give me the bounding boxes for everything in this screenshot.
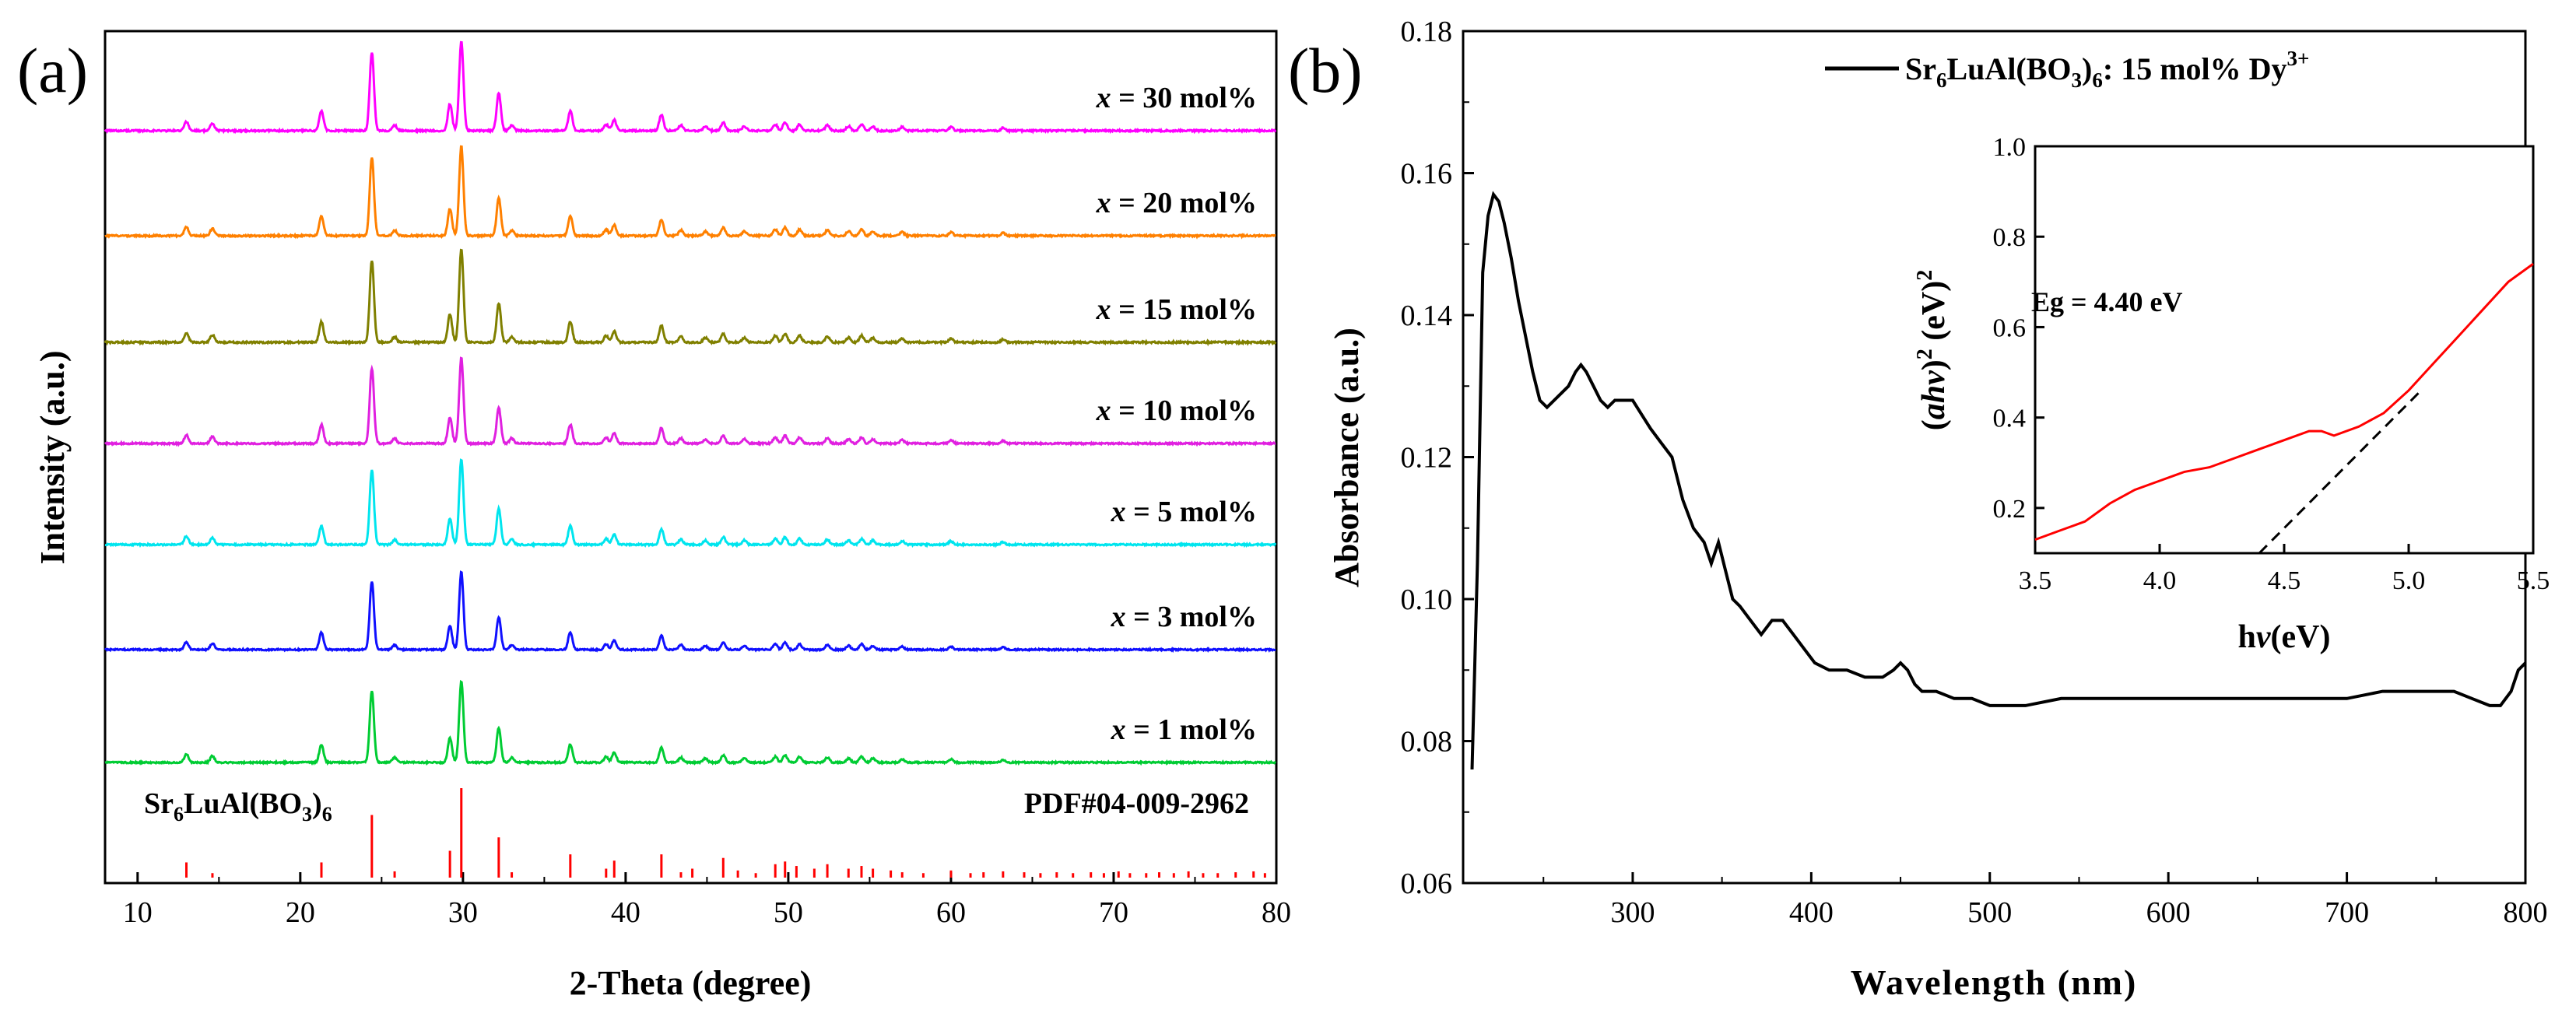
xrd-x-tick-label: 30 <box>448 896 478 929</box>
absorbance-chart: 300 400 500 600 700 800 0.06 0.08 0.10 0.12 0.14 0.… <box>1328 16 2550 1002</box>
inset-x-tick-label: 4.0 <box>2143 566 2177 595</box>
xrd-plot-frame <box>104 30 1278 885</box>
inset-tauc-plot: 3.5 4.0 4.5 5.0 5.5 0.2 0.4 0.6 0.8 1.0 Eg = 4.40… <box>1913 133 2550 655</box>
absorbance-y-tick-label: 0.12 <box>1401 442 1453 475</box>
inset-x-axis-title: hv(eV) <box>2238 619 2331 655</box>
xrd-x-tick-label: 50 <box>774 896 803 929</box>
absorbance-y-tick-label: 0.08 <box>1401 726 1453 759</box>
absorbance-x-tick-label: 700 <box>2325 896 2369 929</box>
inset-x-tick-label: 5.5 <box>2517 566 2550 595</box>
absorbance-x-tick-label: 500 <box>1967 896 2012 929</box>
panel-b-label: (b) <box>1288 35 1363 106</box>
xrd-series-label: x = 15 mol% <box>1096 293 1257 326</box>
inset-y-tick-label: 0.4 <box>1993 405 2027 433</box>
absorbance-ticks: 300 400 500 600 700 800 0.06 0.08 0.10 0.12 0.14 0.… <box>1401 16 2548 929</box>
xrd-series-labels: x = 30 mol% x = 20 mol% x = 15 mol% x = 10 … <box>1096 82 1257 746</box>
absorbance-x-axis-title: Wavelength (nm) <box>1851 962 2138 1002</box>
xrd-series-label: x = 10 mol% <box>1096 394 1257 427</box>
inset-x-tick-label: 4.5 <box>2268 566 2301 595</box>
inset-y-tick-label: 1.0 <box>1993 133 2027 162</box>
legend-label: Sr6LuAl(BO3)6: 15 mol% Dy3+ <box>1905 47 2309 92</box>
xrd-series-label: x = 3 mol% <box>1111 601 1257 633</box>
xrd-x-tick-label: 20 <box>286 896 315 929</box>
xrd-series-line <box>104 570 1276 654</box>
inset-curve <box>2034 262 2534 542</box>
xrd-x-tick-label: 10 <box>123 896 153 929</box>
xrd-x-axis-title: 2-Theta (degree) <box>570 964 812 1002</box>
xrd-series-label: x = 30 mol% <box>1096 82 1257 114</box>
xrd-series-line <box>104 356 1276 447</box>
xrd-series-line <box>104 248 1277 347</box>
inset-y-axis-title: (ahv)2 (eV)2 <box>1913 270 1952 430</box>
xrd-x-tick-label: 60 <box>936 896 966 929</box>
xrd-series-label: x = 20 mol% <box>1096 187 1257 219</box>
absorbance-series-line <box>1470 191 2527 770</box>
inset-fit-line <box>2258 389 2423 555</box>
xrd-y-axis-title: Intensity (a.u.) <box>33 350 72 564</box>
xrd-traces <box>104 40 1277 766</box>
inset-x-tick-label: 5.0 <box>2392 566 2426 595</box>
absorbance-x-tick-label: 800 <box>2504 896 2548 929</box>
absorbance-x-tick-label: 600 <box>2146 896 2191 929</box>
absorbance-y-tick-label: 0.18 <box>1401 16 1453 48</box>
xrd-x-tick-label: 40 <box>611 896 640 929</box>
xrd-series-line <box>104 40 1277 135</box>
absorbance-y-tick-label: 0.16 <box>1401 158 1453 191</box>
xrd-series-line <box>104 679 1277 766</box>
inset-ticks: 3.5 4.0 4.5 5.0 5.5 0.2 0.4 0.6 0.8 1.0 <box>1993 133 2550 595</box>
reference-pdf-label: PDF#04-009-2962 <box>1024 787 1249 820</box>
absorbance-y-tick-label: 0.14 <box>1401 300 1453 332</box>
inset-y-tick-label: 0.2 <box>1993 495 2027 524</box>
inset-y-tick-label: 0.8 <box>1993 223 2027 252</box>
xrd-series-label: x = 1 mol% <box>1111 713 1257 746</box>
xrd-x-tick-label: 80 <box>1262 896 1291 929</box>
inset-y-tick-label: 0.6 <box>1993 314 2027 342</box>
absorbance-y-tick-label: 0.10 <box>1401 584 1453 616</box>
xrd-series-label: x = 5 mol% <box>1111 496 1257 528</box>
absorbance-x-tick-label: 300 <box>1610 896 1655 929</box>
absorbance-y-tick-label: 0.06 <box>1401 868 1453 900</box>
xrd-series-line <box>104 458 1277 549</box>
xrd-x-tick-label: 70 <box>1099 896 1128 929</box>
absorbance-y-axis-title: Absorbance (a.u.) <box>1328 328 1366 587</box>
reference-compound-label: Sr6LuAl(BO3)6 <box>144 787 332 825</box>
inset-x-tick-label: 3.5 <box>2019 566 2052 595</box>
panel-a-label: (a) <box>17 35 88 106</box>
xrd-series-line <box>104 145 1276 240</box>
inset-bandgap-annotation: Eg = 4.40 eV <box>2031 286 2183 317</box>
absorbance-x-tick-label: 400 <box>1789 896 1834 929</box>
xrd-x-ticks: 10 20 30 40 50 60 70 80 <box>123 872 1291 929</box>
xrd-chart: 10 20 30 40 50 60 70 80 x = 30 mol%x = 20 mol%x… <box>33 30 1291 1002</box>
xrd-reference-sticks <box>185 788 1266 878</box>
